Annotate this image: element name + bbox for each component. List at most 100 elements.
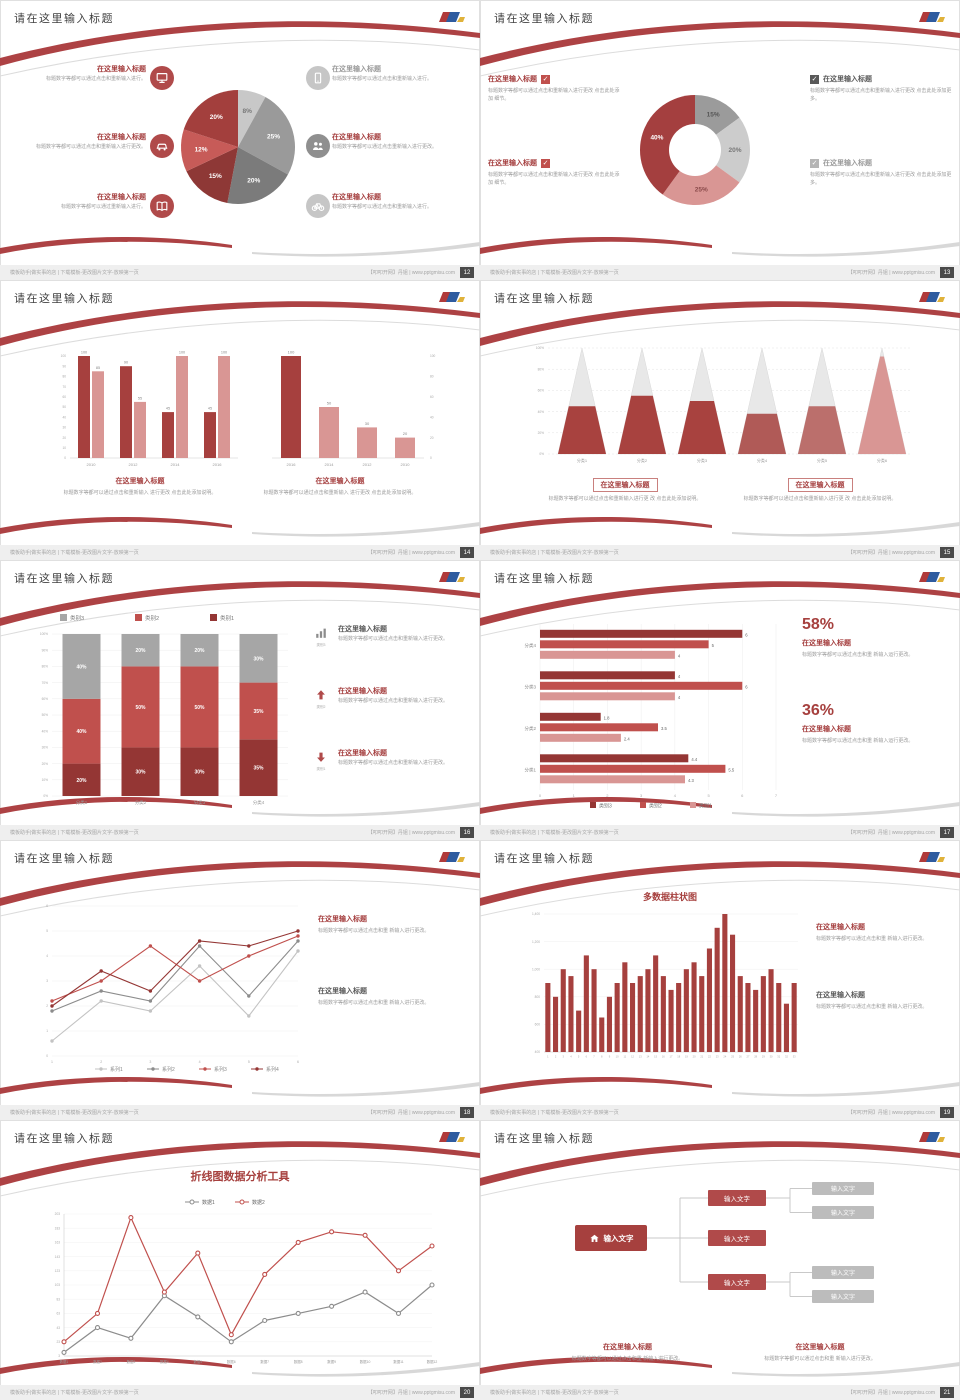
chart-text: 1 — [547, 1055, 549, 1059]
slide-content: 8% 25% 20% 15% 12% 20% 在这里输入标题 标题数字等都可以通过点击和重新输… — [0, 0, 480, 280]
slide-title: 请在这里输入标题 — [494, 13, 594, 25]
page-number-badge: 14 — [460, 547, 474, 558]
page-number-badge: 16 — [460, 827, 474, 838]
chart-text: 系列4 — [266, 1066, 279, 1073]
home-icon — [589, 1234, 599, 1242]
chart-text: 100% — [40, 632, 48, 636]
chart-text: 类别3 — [70, 614, 84, 622]
page-number-badge: 12 — [460, 267, 474, 278]
org-leaf-node: 输入文字 — [812, 1266, 874, 1279]
item-title: 在这里输入标题 — [97, 194, 146, 201]
chart-title: 折线图数据分析工具 — [190, 1171, 290, 1183]
monitor-icon — [156, 73, 168, 83]
chart-text: 分类5 — [817, 457, 828, 463]
list-item: 类别2 在这里输入标题 标题数字等都可以通过点击和重新输入进行更改。 — [312, 686, 472, 709]
chart-canvas: 0 1 2 3 4 5 6 7 分类4 6 5 4 分类3 4 6 4 分类2 1.8 3.5 2.4 分类1 4.4 5.… — [524, 624, 778, 810]
slide-footer: 模板助手|做实事的店 | 下载模板-更改图片文字-放映第一页 【叩叩开网】丹姐 … — [0, 1105, 480, 1120]
chart-text: 10% — [42, 778, 49, 782]
chart-text: 30% — [194, 770, 205, 776]
item-desc: 标题数字等都可以通过点击和重新输入进行。 — [332, 204, 433, 210]
chart-text: 80 — [62, 375, 66, 379]
item-title: 在这里输入标题 — [332, 134, 381, 141]
item-desc: 标题数字等都可以通过点击和重新输入进行更改 点击此处添加更多。 — [810, 88, 952, 102]
chart-text: 0% — [43, 794, 48, 798]
checkbox-icon: ✓ — [541, 74, 550, 84]
chart-text: 7 — [593, 1055, 595, 1059]
chart-text: 4 — [674, 793, 677, 798]
block-desc: 标题数字等都可以通过点击和重新输入进行更 改 点击此处添加说明。 — [743, 496, 897, 502]
footer-right-text: 【叩叩开网】丹姐 | www.pptgmisu.com — [847, 830, 935, 836]
footer-left-text: 模板助手|做实事的店 | 下载模板-更改图片文字-放映第一页 — [10, 1110, 139, 1116]
page-number-badge: 13 — [940, 267, 954, 278]
chart-text: 40 — [62, 415, 66, 419]
chart-text: 5 — [46, 929, 48, 933]
chart-text: 24 — [723, 1055, 726, 1059]
brand-logo — [919, 852, 945, 862]
chart-text: 100% — [536, 346, 544, 350]
item-desc: 标题数字等都可以通过重新输入进行。 — [60, 204, 146, 210]
pie-slice — [238, 97, 296, 175]
chart-text: 1.8 — [604, 715, 610, 720]
phone-icon — [314, 72, 322, 84]
icon-circle — [150, 66, 174, 90]
title-row: ✓ 在这里输入标题 — [810, 158, 954, 168]
icon-wrap: 类别3 — [312, 624, 332, 648]
chart-text: 40% — [650, 135, 663, 142]
brand-logo — [919, 12, 945, 22]
chart-text: 数据12 — [427, 1359, 438, 1364]
chart-text: 60% — [42, 697, 49, 701]
chart-text: 12 — [631, 1055, 634, 1059]
chart-text: 6 — [297, 1060, 299, 1064]
chart-text: 系列3 — [214, 1066, 227, 1073]
pie-slice — [695, 95, 740, 150]
chart-text: 6 — [46, 904, 48, 908]
block-title: 在这里输入标题 — [816, 924, 865, 931]
chart-text: 30% — [42, 746, 49, 750]
slide: 请在这里输入标题 1,400 1,200 1,000 800 600 400 1 2 3 4 5 6 7… — [480, 840, 960, 1120]
callout-item: 在这里输入标题 标题数字等都可以通过点击和重新输入进行。 — [4, 64, 146, 84]
block-title: 在这里输入标题 — [315, 478, 365, 485]
chart-text: 60 — [430, 395, 434, 399]
chart-text: 143 — [55, 1255, 61, 1259]
slide: 请在这里输入标题 8% 25% 20% 15% 12% 20% 在这里输入标题 标题数字等都可… — [0, 0, 480, 280]
org-mid-node: 输入文字 — [708, 1274, 766, 1290]
decorative-swoosh — [0, 1141, 480, 1377]
item-desc: 标题数字等都可以通过点击重新输入进行更改。 — [332, 144, 438, 150]
chart-text: 1 — [51, 1060, 53, 1064]
arrow-up-icon — [317, 690, 325, 700]
chart-text: 30 — [365, 421, 370, 426]
chart-text: 4 — [678, 695, 681, 700]
chart-text: 数据3 — [127, 1359, 136, 1364]
chart-text: 103 — [55, 1283, 61, 1287]
slide: 请在这里输入标题 类别3 类别2 类别1 0% 10% 20% 30% 40% 50% 60% 70… — [0, 560, 480, 840]
chart-text: 20 — [430, 436, 434, 440]
chart-text: 70% — [42, 681, 49, 685]
item-title: 在这里输入标题 — [97, 66, 146, 73]
item-text: 在这里输入标题 标题数字等都可以通过点击和重新输入进行更改。 — [338, 624, 472, 644]
chart-text: 20% — [247, 177, 260, 184]
item-title: 在这里输入标题 — [338, 626, 387, 633]
checklist-item: 在这里输入标题 ✓ 标题数字等都可以通过点击和重新输入进行更改 点击此处添加 细节。 — [488, 74, 620, 103]
checklist-item: ✓ 在这里输入标题 标题数字等都可以通过点击和重新输入进行更改 点击此处添加更多。 — [810, 74, 954, 103]
chart-text: 40% — [538, 410, 545, 414]
chart-text: 6 — [745, 632, 748, 637]
block-title: 在这里输入标题 — [318, 988, 367, 995]
chart-text: 类别2 — [649, 803, 662, 810]
chart-text: 20% — [76, 778, 87, 784]
chart-text: 分类2 — [524, 725, 536, 732]
chart-text: 25% — [267, 134, 280, 141]
brand-logo — [919, 1132, 945, 1142]
chart-text: 50 — [62, 405, 66, 409]
chart-text: 100 — [61, 354, 67, 358]
slide: 请在这里输入标题 输入文字 输入文字 输入文字 输入文字 输入文字 输入文字 输入文字 输入文… — [480, 1120, 960, 1400]
slide: 请在这里输入标题 0 1 2 3 4 5 6 7 分类4 6 5 4 分类3 4 6 4 分类2 1.8 3.5 2.… — [480, 560, 960, 840]
chart-text: 40% — [42, 729, 49, 733]
stat-block: 58% 在这里输入标题 标题数字等都可以通过点击和重 新输入运行更改。 — [802, 616, 952, 659]
chart-text: 800 — [535, 995, 541, 999]
chart-text: 20% — [42, 762, 49, 766]
chart-text: 35% — [253, 709, 264, 715]
chart-text: 4.4 — [691, 757, 697, 762]
list-item: 类别3 在这里输入标题 标题数字等都可以通过点击和重新输入进行更改。 — [312, 624, 472, 647]
